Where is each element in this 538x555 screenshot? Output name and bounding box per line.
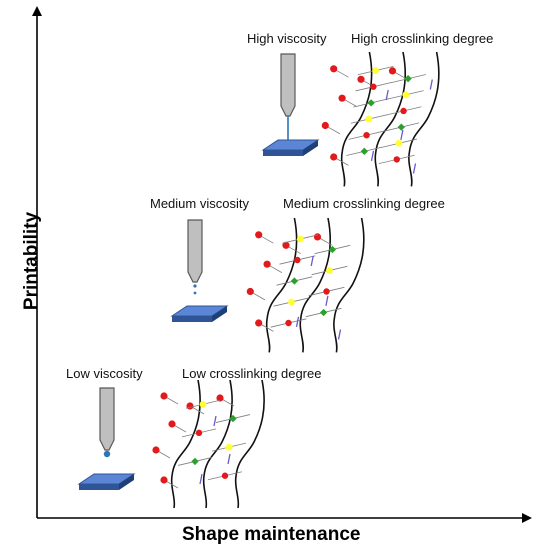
high-red-node <box>370 83 377 90</box>
high-red-node <box>330 65 338 73</box>
medium-red-node <box>263 260 271 268</box>
low-red-node <box>160 392 168 400</box>
high-nozzle <box>280 53 296 117</box>
high-arrow-marker <box>385 89 389 101</box>
medium-red-node <box>323 288 330 295</box>
low-red-node <box>216 394 224 402</box>
high-red-node <box>330 153 338 161</box>
low-red-node <box>152 446 160 454</box>
high-red-node <box>388 67 397 75</box>
low-arrow-marker <box>213 415 217 427</box>
medium-red-node <box>255 319 263 327</box>
high-network <box>321 51 440 187</box>
low-viscosity-label: Low viscosity <box>66 366 143 381</box>
high-polymer-chain <box>340 51 373 187</box>
medium-red-node <box>246 287 254 296</box>
medium-red-node <box>313 233 322 241</box>
medium-substrate-side <box>172 316 212 322</box>
low-ink-drop <box>103 450 111 458</box>
medium-green-node <box>319 308 328 317</box>
low-yellow-node <box>199 400 207 408</box>
high-red-node <box>338 94 346 102</box>
medium-yellow-node <box>288 298 295 306</box>
medium-polymer-chain <box>333 217 365 353</box>
high-red-node <box>321 121 329 130</box>
medium-yellow-node <box>326 267 333 274</box>
high-polymer-chain <box>408 51 440 187</box>
low-red-node <box>195 429 203 437</box>
low-substrate-side <box>79 484 119 490</box>
medium-substrate-edge <box>212 306 227 322</box>
high-arrow-marker <box>412 163 417 174</box>
high-yellow-node <box>365 115 373 123</box>
high-yellow-node <box>372 67 380 74</box>
high-substrate-edge <box>303 140 318 156</box>
high-arrow-marker <box>429 79 433 90</box>
low-green-node <box>229 414 237 423</box>
low-arrow-marker <box>199 473 203 485</box>
medium-polymer-chain <box>299 217 332 353</box>
high-green-node <box>360 147 368 156</box>
low-network <box>152 379 265 509</box>
medium-viscosity-label: Medium viscosity <box>150 196 249 211</box>
medium-arrow-marker <box>310 255 314 267</box>
high-green-node <box>404 74 412 83</box>
medium-ink-drop <box>193 284 197 288</box>
medium-crosslinking-label: Medium crosslinking degree <box>283 196 445 211</box>
medium-red-node <box>294 256 301 264</box>
low-green-node <box>191 457 199 466</box>
low-arrow-marker <box>227 453 231 465</box>
low-red-node <box>221 472 229 479</box>
high-arrow-marker <box>400 129 404 141</box>
medium-arrow-marker <box>337 329 342 340</box>
low-yellow-node <box>225 443 233 451</box>
medium-printer <box>170 219 229 322</box>
high-yellow-node <box>395 139 403 147</box>
low-polymer-chain <box>202 379 233 509</box>
high-red-node <box>363 131 370 139</box>
low-red-node <box>168 420 176 428</box>
x-axis-title: Shape maintenance <box>182 524 361 545</box>
high-crosslinking-label: High crosslinking degree <box>351 31 494 46</box>
low-nozzle <box>99 387 115 451</box>
high-printer <box>261 53 320 156</box>
medium-arrow-marker <box>325 295 329 307</box>
medium-red-node <box>282 241 290 249</box>
medium-green-node <box>290 277 299 285</box>
medium-red-node <box>285 319 292 327</box>
medium-arrow-marker <box>295 316 300 328</box>
medium-red-node <box>255 231 263 239</box>
high-yellow-node <box>402 91 410 99</box>
medium-ink-drop <box>193 291 197 295</box>
high-substrate-side <box>263 150 303 156</box>
high-green-node <box>367 99 375 107</box>
low-printer <box>77 387 136 490</box>
high-red-node <box>400 107 407 115</box>
medium-yellow-node <box>296 235 304 243</box>
low-substrate-edge <box>119 474 134 490</box>
low-polymer-chain <box>234 379 265 509</box>
high-arrow-marker <box>370 150 375 162</box>
medium-network <box>246 217 365 353</box>
low-crosslinking-label: Low crosslinking degree <box>182 366 322 381</box>
high-green-node <box>397 123 405 131</box>
low-red-node <box>160 476 168 484</box>
medium-green-node <box>328 245 337 254</box>
low-polymer-chain <box>170 379 201 509</box>
high-red-node <box>393 156 400 163</box>
high-red-node <box>357 75 365 83</box>
y-axis-title: Printability <box>21 211 42 311</box>
high-viscosity-label: High viscosity <box>247 31 327 46</box>
low-red-node <box>186 402 194 410</box>
medium-polymer-chain <box>265 217 298 353</box>
medium-nozzle <box>187 219 203 283</box>
